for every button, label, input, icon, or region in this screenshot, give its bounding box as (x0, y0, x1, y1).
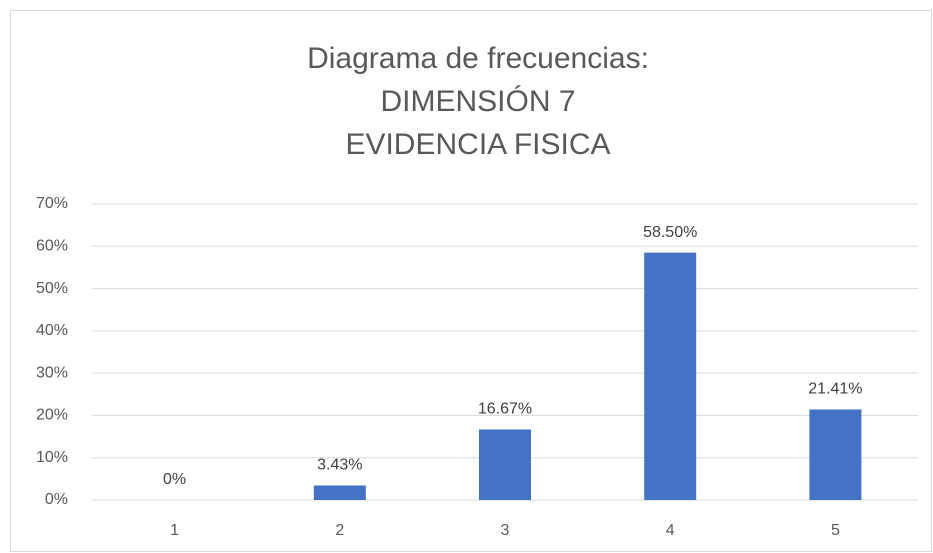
value-label: 3.43% (317, 457, 362, 474)
y-tick-label: 60% (36, 238, 68, 255)
y-tick-label: 70% (36, 195, 68, 212)
chart-title: Diagrama de frecuencias: (307, 42, 649, 75)
x-tick-label: 2 (335, 522, 344, 539)
chart-title: EVIDENCIA FISICA (345, 128, 610, 161)
bar (313, 485, 366, 500)
bar (644, 252, 697, 500)
value-label: 16.67% (478, 401, 532, 418)
y-tick-label: 50% (36, 280, 68, 297)
value-label: 0% (163, 471, 186, 488)
x-tick-label: 5 (831, 522, 840, 539)
bar (809, 409, 862, 500)
chart-border (10, 10, 932, 552)
y-tick-label: 0% (45, 491, 68, 508)
chart-title: DIMENSIÓN 7 (380, 85, 575, 118)
x-tick-label: 3 (501, 522, 510, 539)
y-tick-label: 30% (36, 364, 68, 381)
value-label: 21.41% (808, 381, 862, 398)
x-tick-label: 1 (170, 522, 179, 539)
bar (479, 429, 531, 500)
x-tick-label: 4 (666, 522, 675, 539)
value-label: 58.50% (643, 224, 697, 241)
y-tick-label: 40% (36, 322, 68, 339)
y-tick-label: 10% (36, 449, 68, 466)
y-tick-label: 20% (36, 407, 68, 424)
